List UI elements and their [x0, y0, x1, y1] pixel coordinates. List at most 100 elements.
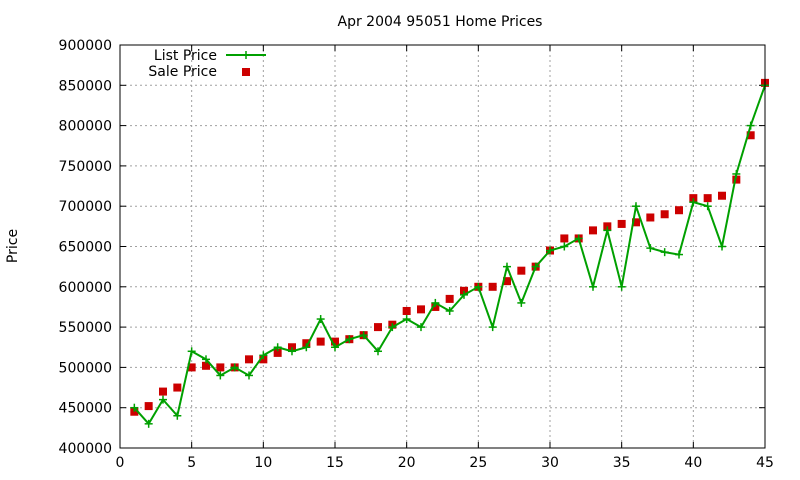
list-price-point	[531, 262, 540, 271]
y-tick-label: 850000	[59, 78, 112, 94]
sale-price-point	[660, 210, 669, 219]
sale-price-point	[245, 355, 253, 364]
list-price-point	[374, 347, 382, 356]
list-price-point	[445, 306, 454, 315]
list-price-point	[144, 419, 153, 428]
x-tick-label: 25	[469, 455, 487, 471]
sale-price-point	[259, 355, 268, 364]
tick-labels: 0 5 10 15 20 25 30 35 40 45 400000 450000 500000 5500…	[59, 38, 774, 471]
sale-price-point	[130, 407, 139, 416]
list-price-point	[517, 298, 526, 307]
y-tick-label: 650000	[59, 240, 112, 256]
list-price-point	[388, 323, 397, 332]
legend-label-list-price: List Price	[154, 48, 217, 64]
list-price-point	[474, 282, 483, 291]
list-price-point	[273, 343, 282, 352]
plot-frame	[119, 44, 766, 449]
list-price-point	[646, 244, 655, 253]
sale-price-point	[589, 226, 597, 235]
list-price-point	[159, 395, 167, 404]
sale-price-point	[302, 339, 311, 348]
list-price-point	[345, 335, 354, 344]
sale-price-point	[417, 305, 425, 314]
sale-price-point	[488, 282, 497, 291]
legend: List Price Sale Price	[148, 48, 266, 80]
series	[130, 78, 769, 428]
x-tick-label: 35	[613, 455, 631, 471]
x-tick-label: 20	[398, 455, 416, 471]
list-price-point	[259, 351, 268, 360]
sale-price-point	[402, 306, 411, 315]
sale-price-point	[288, 343, 296, 352]
series-sale-price	[130, 78, 769, 416]
list-price-point	[632, 202, 640, 211]
sale-price-point	[144, 402, 153, 411]
sale-price-point	[159, 387, 167, 396]
x-tick-label: 45	[756, 455, 774, 471]
chart-title: Apr 2004 95051 Home Prices	[338, 14, 543, 30]
list-price-point	[718, 242, 726, 251]
list-price-point	[460, 290, 468, 299]
list-price-point	[617, 282, 626, 291]
list-price-point	[732, 169, 741, 178]
sale-price-point	[173, 383, 182, 392]
sale-price-point	[460, 286, 468, 295]
legend-marker-sale-price	[242, 68, 250, 76]
sale-price-point	[718, 191, 726, 200]
y-tick-label: 450000	[59, 401, 112, 417]
y-tick-label: 900000	[59, 38, 112, 54]
legend-marker-list-price	[242, 51, 250, 59]
y-axis-label: Price	[5, 229, 21, 263]
list-price-point	[746, 121, 755, 130]
list-price-point	[703, 202, 712, 211]
list-price-point	[560, 242, 569, 251]
series-list-price	[130, 81, 769, 428]
list-price-point	[316, 315, 325, 324]
y-tick-label: 500000	[59, 360, 112, 376]
list-price-point	[288, 347, 296, 356]
x-tick-label: 0	[116, 455, 125, 471]
list-price-point	[660, 248, 669, 257]
list-price-point	[216, 371, 225, 380]
sale-price-point	[675, 206, 683, 215]
sale-price-point	[560, 234, 569, 243]
list-price-point	[603, 226, 612, 235]
list-price-point	[202, 355, 210, 364]
x-tick-label: 5	[187, 455, 196, 471]
sale-price-point	[316, 337, 325, 346]
list-price-point	[675, 250, 683, 259]
y-tick-label: 800000	[59, 119, 112, 135]
sale-price-point	[632, 218, 640, 227]
sale-price-point	[732, 175, 741, 184]
list-price-point	[359, 331, 368, 340]
grid	[120, 45, 765, 448]
list-price-point	[589, 282, 597, 291]
list-price-point	[245, 371, 253, 380]
sale-price-point	[746, 131, 755, 140]
list-price-line	[133, 84, 766, 426]
sale-price-point	[374, 323, 382, 332]
sale-price-point	[617, 219, 626, 228]
y-tick-label: 750000	[59, 159, 112, 175]
sale-price-point	[431, 302, 440, 311]
list-price-point	[431, 298, 440, 307]
list-price-point	[689, 198, 698, 207]
y-tick-label: 550000	[59, 320, 112, 336]
list-price-point	[331, 343, 339, 352]
y-tick-label: 700000	[59, 199, 112, 215]
sale-price-point	[703, 194, 712, 203]
x-tick-label: 30	[541, 455, 559, 471]
sale-price-point	[202, 361, 210, 370]
list-price-point	[402, 315, 411, 324]
list-price-point	[187, 347, 196, 356]
sale-price-point	[331, 337, 339, 346]
y-tick-label: 600000	[59, 280, 112, 296]
list-price-point	[417, 323, 425, 332]
sale-price-point	[517, 266, 526, 275]
sale-price-point	[273, 348, 282, 357]
list-price-point	[173, 411, 182, 420]
list-price-point	[488, 323, 497, 332]
sale-price-point	[187, 363, 196, 372]
list-price-point	[574, 234, 583, 243]
